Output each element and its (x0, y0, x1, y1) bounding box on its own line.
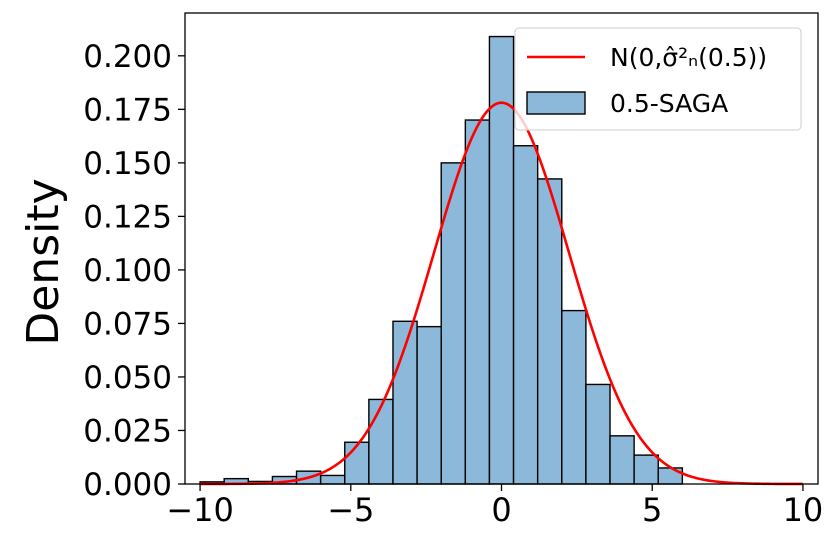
y-tick-label: 0.150 (83, 146, 172, 182)
histogram-bar (657, 467, 684, 485)
histogram-bar (561, 309, 587, 485)
y-axis-label: Density (18, 178, 69, 345)
normal-density-curve (200, 101, 803, 486)
y-tick-label: 0.025 (83, 413, 172, 449)
histogram-bar (464, 119, 491, 485)
histogram-bar (416, 325, 442, 485)
x-tick-label: −5 (327, 491, 374, 529)
legend-label-normal-curve: N(0,σ̂²ₙ(0.5)) (610, 43, 767, 72)
histogram-bar (536, 178, 563, 485)
y-tick-label: 0.175 (83, 92, 172, 128)
x-tick-label: 10 (783, 491, 824, 529)
legend: N(0,σ̂²ₙ(0.5)) 0.5-SAGA (514, 27, 802, 131)
y-tick-label: 0.100 (83, 253, 172, 289)
x-tick-label: −10 (166, 491, 234, 529)
legend-swatch-histogram (526, 91, 586, 115)
normal-curve-layer (200, 101, 803, 486)
y-tick-label: 0.125 (83, 199, 172, 235)
histogram-bar (609, 435, 635, 485)
histogram-bar (368, 398, 394, 485)
y-tick-label: 0.200 (83, 39, 172, 75)
histogram-bar (512, 145, 539, 485)
histogram-bar (344, 441, 370, 485)
histogram-bar (319, 474, 346, 485)
y-axis: 0.000 0.025 0.050 0.075 0.100 0.125 0.150 0.175… (83, 39, 185, 503)
y-tick-label: 0.075 (83, 306, 172, 342)
x-tick-label: 0 (491, 491, 511, 529)
y-tick-label: 0.000 (83, 467, 172, 503)
y-tick-label: 0.050 (83, 360, 172, 396)
legend-frame (514, 27, 802, 131)
histogram-bar (585, 383, 611, 485)
histogram-bar (440, 162, 467, 485)
histogram-bar (633, 454, 659, 485)
legend-label-histogram: 0.5-SAGA (610, 89, 728, 118)
x-tick-label: 5 (642, 491, 662, 529)
x-axis: −10 −5 0 5 10 (166, 484, 823, 529)
